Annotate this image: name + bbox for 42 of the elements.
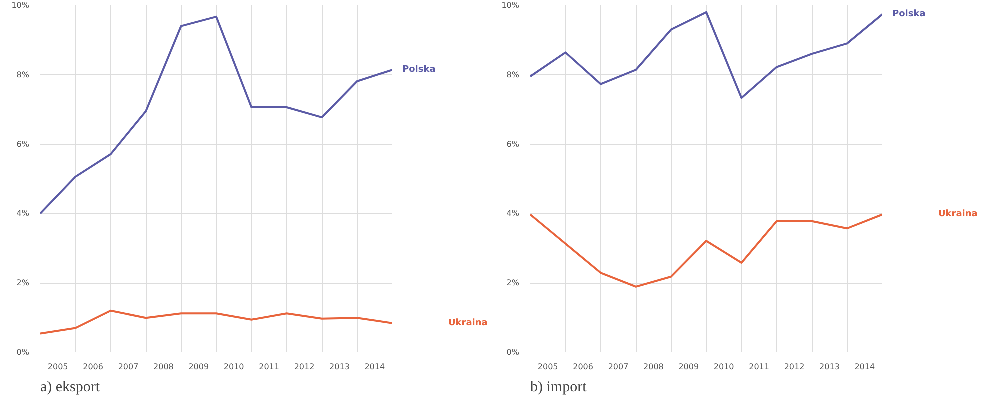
y-tick-label: 6%	[16, 140, 30, 149]
series-label: Polska	[892, 10, 926, 20]
x-tick-label: 2013	[820, 362, 840, 372]
y-tick-label: 0%	[16, 348, 30, 357]
y-tick-label: 4%	[16, 209, 30, 218]
x-tick-label: 2009	[188, 362, 210, 372]
x-tick-label: 2012	[294, 362, 315, 372]
x-tick-label: 2006	[573, 362, 594, 372]
x-tick-label: 2007	[118, 362, 139, 372]
x-tick-label: 2010	[224, 362, 244, 372]
line-series	[40, 16, 392, 215]
y-tick-label: 10%	[12, 1, 30, 10]
x-tick-label: 2011	[259, 362, 280, 372]
x-tick-label: 2013	[330, 362, 350, 372]
line-series	[530, 214, 882, 288]
y-tick-label: 0%	[506, 348, 520, 357]
x-tick-label: 2014	[364, 362, 386, 372]
line-series	[40, 310, 392, 335]
y-tick-label: 2%	[16, 278, 30, 288]
y-tick-label: 8%	[16, 70, 30, 80]
x-tick-label: 2005	[48, 362, 68, 372]
x-tick-label: 2008	[154, 362, 174, 372]
x-tick-label: 2014	[854, 362, 876, 372]
text: b) import	[530, 380, 588, 396]
x-tick-label: 2005	[538, 362, 558, 372]
text: Ukraina	[448, 318, 488, 328]
y-tick-label: 4%	[506, 209, 520, 218]
line-series	[530, 11, 882, 100]
text: a) eksport	[40, 380, 101, 396]
text: Ukraina	[938, 210, 978, 220]
y-tick-label: 10%	[502, 1, 520, 10]
x-tick-label: 2011	[749, 362, 770, 372]
x-tick-label: 2006	[83, 362, 104, 372]
x-tick-label: 2008	[644, 362, 664, 372]
y-tick-label: 6%	[506, 140, 520, 149]
series-label: Polska	[402, 65, 436, 76]
x-tick-label: 2009	[678, 362, 700, 372]
x-tick-label: 2007	[608, 362, 629, 372]
x-tick-label: 2012	[784, 362, 805, 372]
y-tick-label: 2%	[506, 278, 520, 288]
x-tick-label: 2010	[714, 362, 734, 372]
y-tick-label: 8%	[506, 70, 520, 80]
